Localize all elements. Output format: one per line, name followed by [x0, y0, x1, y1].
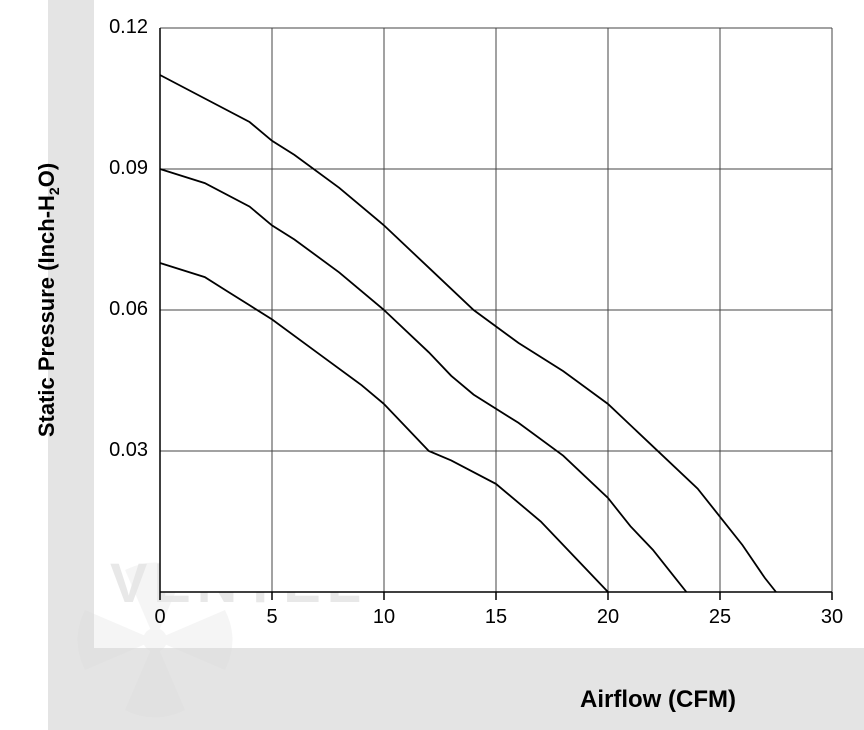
chart-svg	[0, 0, 864, 730]
